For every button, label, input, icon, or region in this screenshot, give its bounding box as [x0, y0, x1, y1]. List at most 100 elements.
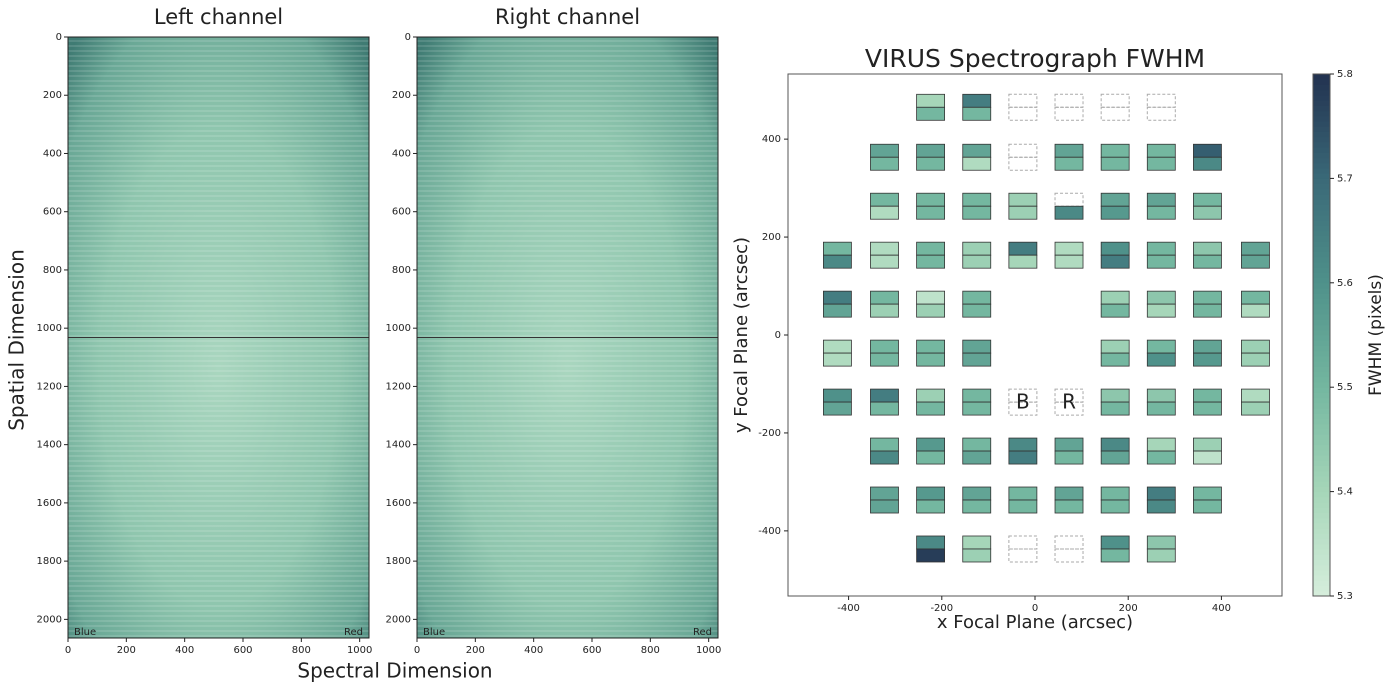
ifu-half [962, 499, 992, 514]
ifu-half [870, 450, 899, 465]
colorbar-cell [1313, 397, 1330, 404]
ifu-half [1054, 205, 1084, 220]
colorbar-cell [1313, 533, 1330, 540]
colorbar-cell [1313, 507, 1330, 513]
colorbar-cell [1313, 418, 1330, 425]
empty-ifu-half [1054, 535, 1084, 550]
colorbar-cell [1313, 188, 1330, 195]
ifu-half [1100, 339, 1130, 354]
ifu-half [1241, 303, 1270, 318]
ifu-half [916, 143, 946, 158]
ifu-half [1008, 254, 1038, 269]
ifu-half [962, 401, 992, 416]
colorbar-cell [1313, 79, 1330, 85]
ifu-half [1241, 290, 1270, 305]
ifu-half [1146, 499, 1176, 514]
ifu-half [962, 352, 992, 367]
colorbar-cell [1313, 319, 1330, 326]
colorbar-cell [1313, 329, 1330, 336]
colorbar-cell [1313, 455, 1330, 461]
ifu-half [916, 156, 946, 171]
ifu-half [1054, 143, 1084, 158]
ifu-half [916, 450, 946, 465]
y-tick-label: 0 [405, 32, 411, 43]
ifu-half [1146, 339, 1176, 354]
x-tick-label: 1000 [347, 645, 372, 656]
x-axis-label: Spectral Dimension [297, 659, 492, 683]
ifu-half [962, 106, 992, 121]
empty-ifu-half [1008, 106, 1038, 121]
colorbar-cell [1313, 94, 1330, 101]
ifu-half [1100, 486, 1130, 501]
colorbar-cell [1313, 308, 1330, 315]
colorbar-cell [1313, 590, 1330, 597]
colorbar-tick-label: 5.6 [1337, 278, 1353, 289]
ifu-half [962, 290, 992, 305]
ifu-half [916, 303, 946, 318]
ifu-half [962, 535, 992, 550]
ifu-half [870, 205, 899, 220]
x-tick-label: 0 [65, 645, 71, 656]
y-tick-label: 200 [762, 232, 781, 243]
colorbar-cell [1313, 282, 1330, 289]
empty-ifu-half [1054, 401, 1084, 416]
y-axis-label: Spatial Dimension [5, 249, 29, 431]
ifu-half [1193, 254, 1222, 269]
x-tick-label: 800 [292, 645, 311, 656]
colorbar-cell [1313, 110, 1330, 117]
ifu-half [916, 535, 946, 550]
ifu-half [962, 143, 992, 158]
colorbar-cell [1313, 449, 1330, 456]
ifu-half [1100, 143, 1130, 158]
colorbar-label: FWHM (pixels) [1366, 274, 1386, 396]
ifu-half [962, 241, 992, 256]
ifu-half [916, 388, 946, 403]
colorbar-cell [1313, 434, 1330, 440]
colorbar-cell [1313, 89, 1330, 96]
colorbar-cell [1313, 335, 1330, 341]
empty-ifu-half [1008, 388, 1038, 403]
colorbar-cell [1313, 549, 1330, 555]
ifu-half [870, 156, 899, 171]
colorbar-cell [1313, 543, 1330, 550]
ifu-half [916, 254, 946, 269]
ifu-half [1054, 486, 1084, 501]
y-tick-label: 800 [43, 265, 62, 276]
ifu-half [962, 548, 992, 563]
colorbar-cell [1313, 486, 1330, 493]
ifu-half [1146, 388, 1176, 403]
ifu-half [1241, 401, 1270, 416]
ifu-half [870, 401, 899, 416]
x-tick-label: -400 [837, 603, 860, 614]
colorbar-cell [1313, 267, 1330, 273]
ifu-half [870, 254, 899, 269]
y-tick-label: 1000 [386, 323, 411, 334]
ifu-half [1193, 486, 1222, 501]
colorbar-cell [1313, 460, 1330, 466]
colorbar-cell [1313, 136, 1330, 143]
ifu-half [1193, 437, 1222, 452]
ifu-half [823, 303, 852, 318]
colorbar-frame [1312, 73, 1331, 597]
ifu-half [962, 192, 992, 207]
colorbar-cell [1313, 381, 1330, 388]
colorbar-cell [1313, 355, 1330, 362]
ifu-half [1100, 388, 1130, 403]
ifu-half [1054, 241, 1084, 256]
annotation: Blue [74, 627, 96, 638]
ifu-half [1241, 254, 1270, 269]
colorbar-cell [1313, 131, 1330, 138]
colorbar-tick-label: 5.5 [1337, 382, 1353, 393]
ifu-half [962, 93, 992, 108]
ifu-half [1146, 548, 1176, 563]
ifu-half [1146, 535, 1176, 550]
ifu-half [823, 352, 852, 367]
ifu-half [1008, 205, 1038, 220]
colorbar-cell [1313, 559, 1330, 566]
ifu-half [1193, 388, 1222, 403]
ifu-half [916, 192, 946, 207]
x-tick-label: 600 [233, 645, 252, 656]
colorbar-cell [1313, 235, 1330, 242]
empty-ifu-half [1054, 93, 1084, 108]
colorbar-cell [1313, 126, 1330, 132]
